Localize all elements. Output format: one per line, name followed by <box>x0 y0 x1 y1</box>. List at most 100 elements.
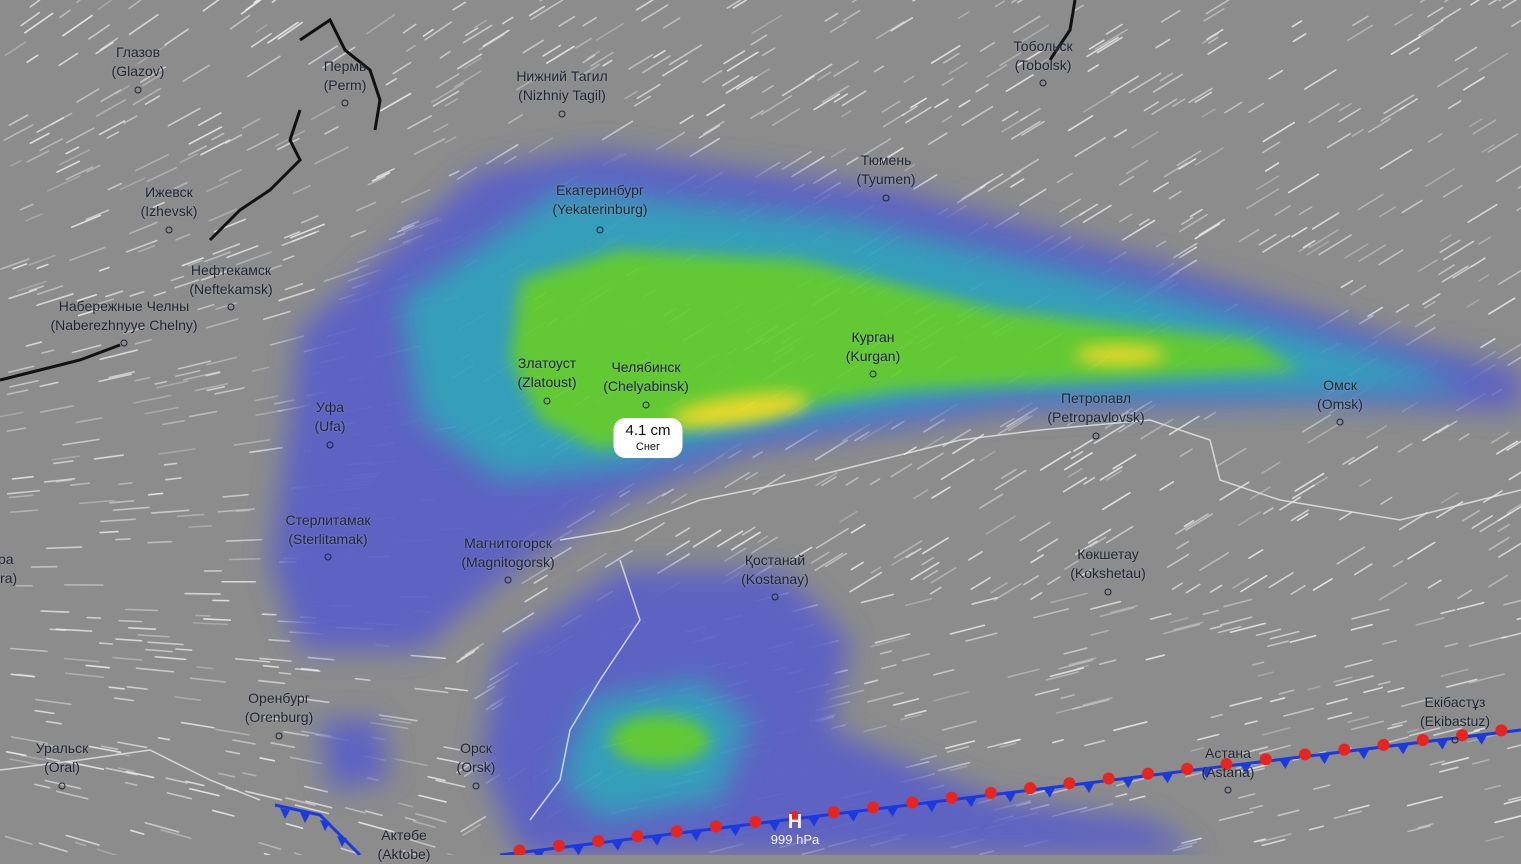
city-marker[interactable] <box>1040 80 1047 87</box>
city-name-local: Стерлитамак <box>285 511 370 530</box>
city-marker[interactable] <box>59 783 66 790</box>
city-name-local: Самара <box>0 550 17 569</box>
city-name-latin: (Sterlitamak) <box>285 530 370 549</box>
city-name-latin: (Magnitogorsk) <box>461 553 554 572</box>
city-name-latin: (Ufa) <box>314 417 345 436</box>
city-marker[interactable] <box>1337 419 1344 426</box>
city-name-local: Уральск <box>36 739 88 758</box>
city-name-latin: (Neftekamsk) <box>189 280 272 299</box>
city-marker[interactable] <box>597 227 604 234</box>
city-label[interactable]: Омск(Omsk) <box>1317 376 1363 414</box>
city-name-local: Курган <box>846 328 900 347</box>
city-name-latin: (Izhevsk) <box>141 202 198 221</box>
city-name-latin: (Naberezhnyye Chelny) <box>50 316 197 335</box>
city-marker[interactable] <box>276 733 283 740</box>
city-marker[interactable] <box>772 594 779 601</box>
city-label[interactable]: Нефтекамск(Neftekamsk) <box>189 261 272 299</box>
city-name-local: Астана <box>1202 744 1255 763</box>
city-name-local: Қостанай <box>741 551 809 570</box>
city-name-local: Глазов <box>112 43 165 62</box>
city-name-local: Набережные Челны <box>50 297 197 316</box>
city-label[interactable]: Курган(Kurgan) <box>846 328 900 366</box>
city-name-local: Пермь <box>324 57 367 76</box>
city-label[interactable]: Глазов(Glazov) <box>112 43 165 81</box>
city-label[interactable]: Уфа(Ufa) <box>314 398 345 436</box>
city-label[interactable]: Златоуст(Zlatoust) <box>517 354 576 392</box>
pressure-center: H 999 hPa <box>771 812 819 848</box>
city-marker[interactable] <box>325 554 332 561</box>
city-name-local: Тобольск <box>1013 37 1072 56</box>
city-marker[interactable] <box>559 111 566 118</box>
city-label[interactable]: Самара(Samara) <box>0 550 17 588</box>
city-name-latin: (Kokshetau) <box>1070 564 1145 583</box>
weather-front-cold <box>275 805 360 855</box>
city-marker[interactable] <box>473 783 480 790</box>
city-label[interactable]: Нижний Тагил(Nizhniy Tagil) <box>516 67 607 105</box>
city-label[interactable]: Екібастұз(Ekibastuz) <box>1420 693 1490 731</box>
tooltip-value: 4.1 cm <box>625 422 670 440</box>
city-name-local: Ижевск <box>141 183 198 202</box>
city-name-latin: (Perm) <box>324 76 367 95</box>
city-label[interactable]: Орск(Orsk) <box>457 739 496 777</box>
city-label[interactable]: Петропавл(Petropavlovsk) <box>1047 389 1144 427</box>
city-label[interactable]: Көкшетау(Kokshetau) <box>1070 545 1145 583</box>
pressure-value: 999 hPa <box>771 832 819 848</box>
city-marker[interactable] <box>327 442 334 449</box>
high-pressure-symbol: H <box>771 812 819 832</box>
city-label[interactable]: Актөбе(Aktobe) <box>378 826 431 864</box>
city-label[interactable]: Набережные Челны(Naberezhnyye Chelny) <box>50 297 197 335</box>
tooltip-type: Снег <box>625 440 670 454</box>
city-marker[interactable] <box>121 340 128 347</box>
city-label[interactable]: Ижевск(Izhevsk) <box>141 183 198 221</box>
city-marker[interactable] <box>166 227 173 234</box>
city-label[interactable]: Челябинск(Chelyabinsk) <box>603 358 689 396</box>
city-label[interactable]: Пермь(Perm) <box>324 57 367 95</box>
city-label[interactable]: Қостанай(Kostanay) <box>741 551 809 589</box>
city-label[interactable]: Тобольск(Tobolsk) <box>1013 37 1072 75</box>
snow-value-tooltip: 4.1 cm Снег <box>613 418 682 458</box>
city-name-local: Нижний Тагил <box>516 67 607 86</box>
city-marker[interactable] <box>1105 589 1112 596</box>
city-name-latin: (Tyumen) <box>856 170 915 189</box>
city-marker[interactable] <box>870 371 877 378</box>
city-name-local: Екатеринбург <box>552 181 647 200</box>
city-name-latin: (Samara) <box>0 569 17 588</box>
city-label[interactable]: Екатеринбург(Yekaterinburg) <box>552 181 647 219</box>
city-name-latin: (Oral) <box>36 758 88 777</box>
city-marker[interactable] <box>643 402 650 409</box>
city-marker[interactable] <box>883 195 890 202</box>
city-label[interactable]: Уральск(Oral) <box>36 739 88 777</box>
city-label[interactable]: Стерлитамак(Sterlitamak) <box>285 511 370 549</box>
city-name-latin: (Astana) <box>1202 763 1255 782</box>
city-marker[interactable] <box>1225 787 1232 794</box>
city-name-latin: (Omsk) <box>1317 395 1363 414</box>
city-name-local: Омск <box>1317 376 1363 395</box>
city-label[interactable]: Оренбург(Orenburg) <box>245 689 313 727</box>
city-name-latin: (Zlatoust) <box>517 373 576 392</box>
city-name-local: Көкшетау <box>1070 545 1145 564</box>
city-name-latin: (Glazov) <box>112 62 165 81</box>
city-marker[interactable] <box>1093 433 1100 440</box>
city-marker[interactable] <box>342 100 349 107</box>
city-name-latin: (Kostanay) <box>741 570 809 589</box>
city-name-local: Петропавл <box>1047 389 1144 408</box>
city-marker[interactable] <box>135 87 142 94</box>
city-name-local: Нефтекамск <box>189 261 272 280</box>
city-label[interactable]: Астана(Astana) <box>1202 744 1255 782</box>
city-marker[interactable] <box>505 577 512 584</box>
city-name-local: Тюмень <box>856 151 915 170</box>
city-name-local: Уфа <box>314 398 345 417</box>
city-name-local: Актөбе <box>378 826 431 845</box>
city-name-latin: (Chelyabinsk) <box>603 377 689 396</box>
city-marker[interactable] <box>228 304 235 311</box>
city-marker[interactable] <box>544 398 551 405</box>
city-name-latin: (Nizhniy Tagil) <box>516 86 607 105</box>
city-name-latin: (Ekibastuz) <box>1420 712 1490 731</box>
city-label[interactable]: Магнитогорск(Magnitogorsk) <box>461 534 554 572</box>
city-name-local: Оренбург <box>245 689 313 708</box>
city-marker[interactable] <box>1452 737 1459 744</box>
city-label[interactable]: Тюмень(Tyumen) <box>856 151 915 189</box>
city-name-latin: (Orenburg) <box>245 708 313 727</box>
city-name-latin: (Yekaterinburg) <box>552 200 647 219</box>
